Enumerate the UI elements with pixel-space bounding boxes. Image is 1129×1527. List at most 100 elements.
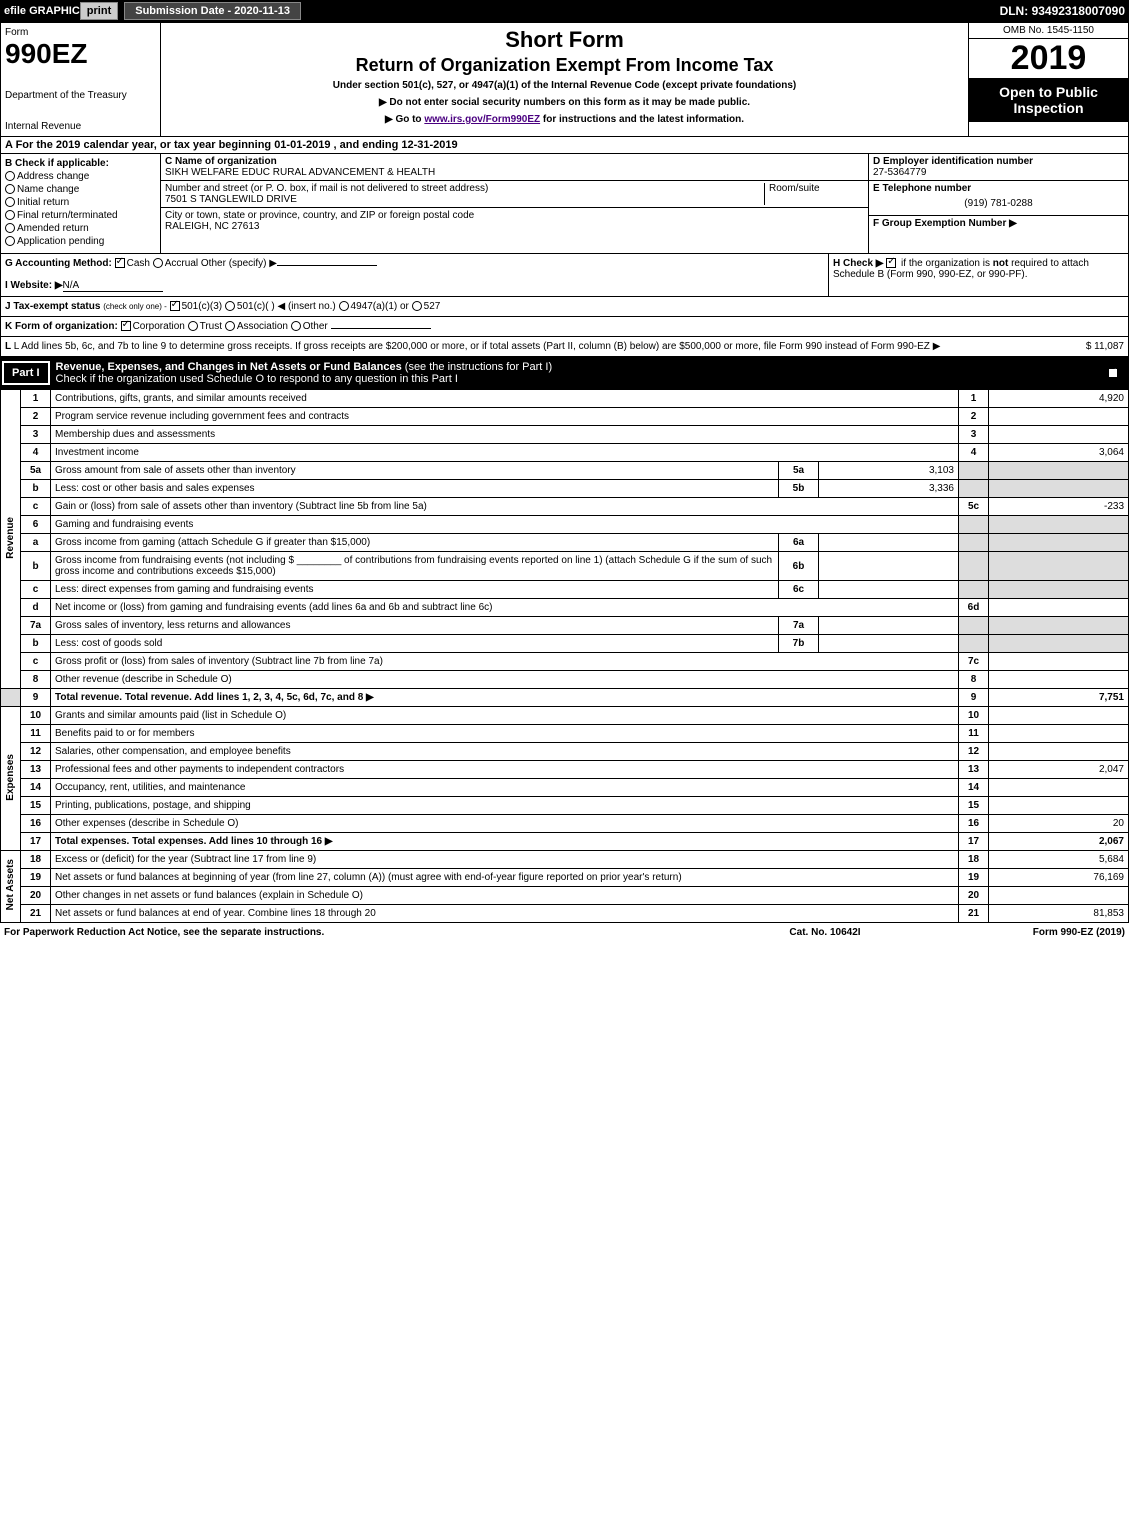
check-initial-return[interactable]: Initial return	[5, 197, 156, 208]
shade-cell	[989, 617, 1129, 635]
line-6d-desc: Net income or (loss) from gaming and fun…	[51, 599, 959, 617]
footer-left: For Paperwork Reduction Act Notice, see …	[4, 927, 725, 938]
line-10-val	[989, 707, 1129, 725]
shade-cell	[989, 552, 1129, 581]
l-text: L L Add lines 5b, 6c, and 7b to line 9 t…	[5, 341, 1044, 352]
shade-cell	[959, 462, 989, 480]
shade-cell	[959, 617, 989, 635]
line-6d-val	[989, 599, 1129, 617]
part1-check-line: Check if the organization used Schedule …	[56, 373, 458, 385]
shade-cell	[959, 635, 989, 653]
h-checkbox[interactable]	[886, 258, 896, 268]
check-cash[interactable]	[115, 258, 125, 268]
line-2-lnum: 2	[959, 408, 989, 426]
line-9-desc: Total revenue. Total revenue. Add lines …	[51, 689, 959, 707]
shade-cell	[989, 534, 1129, 552]
line-16-val: 20	[989, 815, 1129, 833]
check-name-change[interactable]: Name change	[5, 184, 156, 195]
part1-checkbox[interactable]	[1099, 367, 1129, 379]
line-7a-subval	[819, 617, 959, 635]
check-corporation[interactable]	[121, 321, 131, 331]
line-13-desc: Professional fees and other payments to …	[51, 761, 959, 779]
line-14-lnum: 14	[959, 779, 989, 797]
column-c: C Name of organization SIKH WELFARE EDUC…	[161, 154, 868, 253]
form-label: Form	[5, 27, 156, 38]
g-label: G Accounting Method:	[5, 258, 112, 269]
netassets-side: Net Assets	[1, 851, 21, 923]
print-button[interactable]: print	[80, 2, 118, 20]
line-7a-sub: 7a	[779, 617, 819, 635]
line-13-val: 2,047	[989, 761, 1129, 779]
address-row: Number and street (or P. O. box, if mail…	[161, 181, 868, 208]
line-6c-sub: 6c	[779, 581, 819, 599]
other-input[interactable]	[277, 265, 377, 266]
check-accrual[interactable]	[153, 258, 163, 268]
line-5c-lnum: 5c	[959, 498, 989, 516]
line-2: 2Program service revenue including gover…	[1, 408, 1129, 426]
shade-cell	[989, 581, 1129, 599]
line-2-val	[989, 408, 1129, 426]
submission-date-value: 2020-11-13	[234, 5, 290, 17]
check-trust[interactable]	[188, 321, 198, 331]
line-15-val	[989, 797, 1129, 815]
check-4947[interactable]	[339, 301, 349, 311]
check-other-org[interactable]	[291, 321, 301, 331]
shade-cell	[959, 480, 989, 498]
check-final-return[interactable]: Final return/terminated	[5, 210, 156, 221]
irs-link[interactable]: www.irs.gov/Form990EZ	[424, 114, 540, 125]
omb-number: OMB No. 1545-1150	[969, 23, 1128, 39]
line-13-lnum: 13	[959, 761, 989, 779]
line-5b-desc: Less: cost or other basis and sales expe…	[51, 480, 779, 498]
line-20-val	[989, 887, 1129, 905]
line-15-desc: Printing, publications, postage, and shi…	[51, 797, 959, 815]
l-desc: L Add lines 5b, 6c, and 7b to line 9 to …	[14, 341, 930, 352]
opt-trust: Trust	[200, 321, 222, 332]
dln-label: DLN:	[1000, 4, 1032, 18]
h-not: not	[993, 258, 1009, 269]
opt-501c3: 501(c)(3)	[182, 301, 223, 312]
submission-date: Submission Date - 2020-11-13	[124, 2, 301, 20]
spacer	[1, 689, 21, 707]
line-3-desc: Membership dues and assessments	[51, 426, 959, 444]
city-value: RALEIGH, NC 27613	[165, 221, 864, 232]
check-amended-return[interactable]: Amended return	[5, 223, 156, 234]
line-6d-lnum: 6d	[959, 599, 989, 617]
accounting-method: G Accounting Method: Cash Accrual Other …	[1, 254, 828, 296]
org-name: SIKH WELFARE EDUC RURAL ADVANCEMENT & HE…	[165, 167, 864, 178]
note-goto-post: for instructions and the latest informat…	[540, 114, 744, 125]
check-527[interactable]	[412, 301, 422, 311]
line-13: 13Professional fees and other payments t…	[1, 761, 1129, 779]
line-3-lnum: 3	[959, 426, 989, 444]
other-org-input[interactable]	[331, 328, 431, 329]
column-b: B Check if applicable: Address change Na…	[1, 154, 161, 253]
footer-mid: Cat. No. 10642I	[725, 927, 925, 938]
address-value: 7501 S TANGLEWILD DRIVE	[165, 194, 764, 205]
line-11-val	[989, 725, 1129, 743]
opt-501c: 501(c)( ) ◀ (insert no.)	[237, 301, 336, 312]
line-5b-subval: 3,336	[819, 480, 959, 498]
check-application-pending[interactable]: Application pending	[5, 236, 156, 247]
row-k: K Form of organization: Corporation Trus…	[0, 317, 1129, 337]
line-17-lnum: 17	[959, 833, 989, 851]
line-19-lnum: 19	[959, 869, 989, 887]
line-6b-subval	[819, 552, 959, 581]
check-association[interactable]	[225, 321, 235, 331]
line-8-lnum: 8	[959, 671, 989, 689]
line-5b: bLess: cost or other basis and sales exp…	[1, 480, 1129, 498]
check-address-change[interactable]: Address change	[5, 171, 156, 182]
line-6c-desc: Less: direct expenses from gaming and fu…	[51, 581, 779, 599]
dln: DLN: 93492318007090	[1000, 4, 1125, 18]
line-1-lnum: 1	[959, 390, 989, 408]
tax-year: 2019	[969, 39, 1128, 78]
line-12-val	[989, 743, 1129, 761]
phone-label: E Telephone number	[873, 183, 1124, 194]
title-short-form: Short Form	[169, 27, 960, 53]
line-4: 4Investment income 43,064	[1, 444, 1129, 462]
check-501c3[interactable]	[170, 301, 180, 311]
revenue-side: Revenue	[1, 390, 21, 689]
info-grid: B Check if applicable: Address change Na…	[0, 154, 1129, 254]
note-ssn: ▶ Do not enter social security numbers o…	[169, 97, 960, 108]
check-501c[interactable]	[225, 301, 235, 311]
shade-cell	[959, 552, 989, 581]
line-5a-sub: 5a	[779, 462, 819, 480]
